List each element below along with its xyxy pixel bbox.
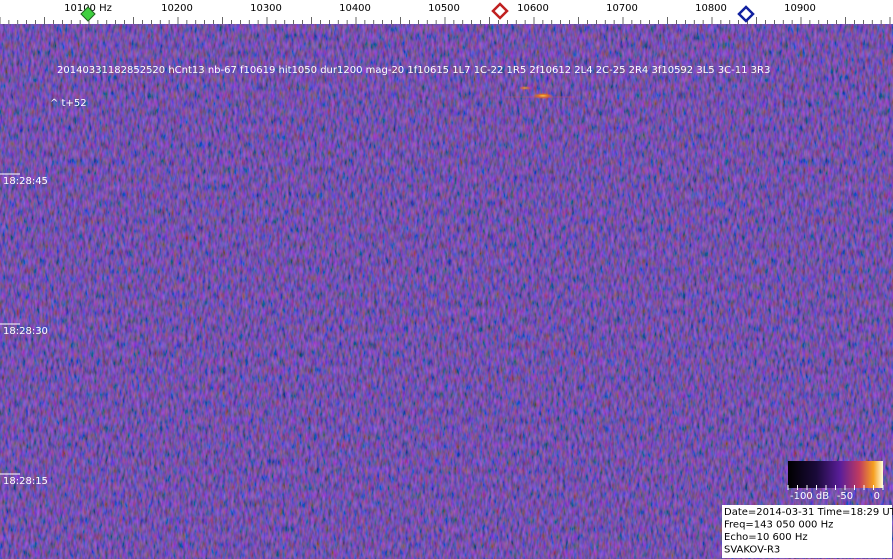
ruler-label: 10800 (695, 3, 727, 14)
ruler-label: 10600 (517, 3, 549, 14)
info-box (722, 505, 892, 558)
time-label: 18:28:30 (3, 326, 48, 337)
marker-green[interactable] (80, 6, 96, 22)
ruler-label: 10300 (250, 3, 282, 14)
time-label: 18:28:15 (3, 476, 48, 487)
info-line: Freq=143 050 000 Hz (724, 520, 833, 531)
colorbar-label: -100 dB (790, 491, 829, 502)
ruler-label: 10500 (428, 3, 460, 14)
ruler-label: 10200 (161, 3, 193, 14)
colorbar (788, 461, 883, 488)
info-line: Date=2014-03-31 Time=18:29 UTC (724, 507, 893, 518)
echo (533, 93, 553, 99)
ruler-label: 10700 (606, 3, 638, 14)
info-line: Echo=10 600 Hz (724, 532, 808, 543)
colorbar-label: 0 (874, 491, 880, 502)
info-line: SVAKOV-R3 (724, 545, 780, 556)
echo (519, 86, 531, 90)
ruler-label: 10400 (339, 3, 371, 14)
marker-red[interactable] (491, 2, 509, 20)
annotation-offset: ^ t+52 (50, 98, 87, 109)
ruler-label: 10900 (784, 3, 816, 14)
colorbar-label: -50 (837, 491, 853, 502)
annotation-line: 20140331182852520 hCnt13 nb-67 f10619 hi… (57, 65, 770, 76)
waterfall-noise (0, 24, 893, 559)
time-label: 18:28:45 (3, 176, 48, 187)
marker-blue[interactable] (737, 5, 755, 23)
